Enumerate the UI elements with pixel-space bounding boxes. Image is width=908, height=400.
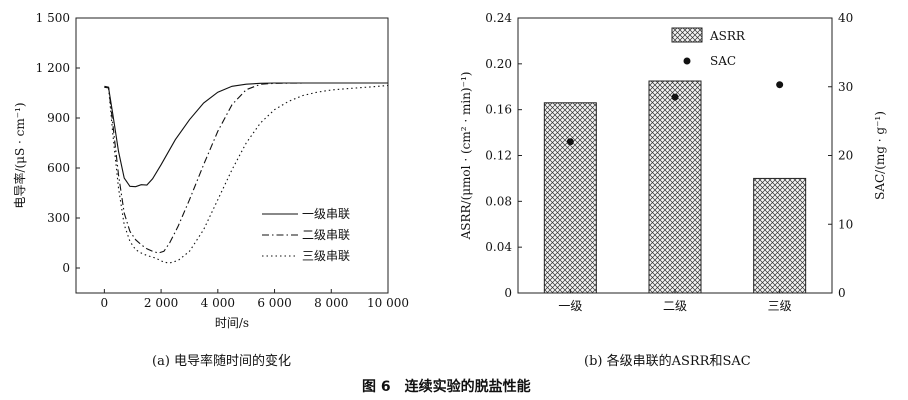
bar-三级	[753, 177, 807, 294]
chart-a: 0 2 000 4 000 6 000 8 000 10 000 0 300 600 900 1 2…	[12, 11, 409, 330]
y-tick-label: 0	[62, 261, 70, 275]
y2-tick-label: 0	[838, 286, 846, 300]
x-tick-label: 6 000	[257, 296, 291, 310]
x-tick-label: 三级	[768, 299, 792, 313]
bar-二级	[648, 80, 702, 294]
x-tick-label: 2 000	[144, 296, 178, 310]
caption-b: (b) 各级串联的ASRR和SAC	[584, 354, 751, 369]
bar-一级	[543, 102, 597, 294]
legend-swatch-point	[683, 57, 691, 65]
x-tick-label: 0	[101, 296, 109, 310]
y-tick-label: 900	[47, 111, 70, 125]
sac-point-一级	[566, 138, 574, 146]
y-axis-label: ASRR/(μmol · (cm² · min)⁻¹)	[459, 72, 473, 241]
x-tick-label: 一级	[558, 299, 582, 313]
y-tick-label: 300	[47, 211, 70, 225]
y-tick-label: 0	[504, 286, 512, 300]
plot-frame	[75, 17, 389, 294]
y-tick-label: 1 200	[36, 61, 70, 75]
series-line-2	[104, 82, 388, 254]
sac-point-三级	[776, 81, 784, 89]
y-tick-label: 0.20	[485, 57, 512, 71]
legend-label: ASRR	[709, 29, 746, 43]
legend-label: 二级串联	[302, 228, 350, 242]
y2-tick-label: 10	[838, 217, 853, 231]
legend-label: SAC	[710, 54, 736, 68]
x-tick-label: 4 000	[201, 296, 235, 310]
x-tick-label: 8 000	[314, 296, 348, 310]
x-tick-label: 10 000	[367, 296, 409, 310]
y-tick-label: 0.16	[485, 103, 512, 117]
y-axis-label: 电导率/(μS · cm⁻¹)	[12, 102, 27, 208]
y-tick-label: 0.08	[485, 194, 512, 208]
series-line-1	[104, 82, 388, 188]
x-axis-label: 时间/s	[215, 316, 249, 330]
y-tick-label: 0.24	[485, 11, 512, 25]
y-tick-label: 1 500	[36, 11, 70, 25]
caption-a: (a) 电导率随时间的变化	[152, 354, 292, 369]
sac-point-二级	[671, 93, 679, 101]
y2-axis-label: SAC/(mg · g⁻¹)	[873, 111, 887, 200]
y2-tick-label: 30	[838, 80, 853, 94]
legend-label: 一级串联	[302, 207, 350, 221]
y2-tick-label: 40	[838, 11, 853, 25]
figure-caption: 图 6 连续实验的脱盐性能	[362, 379, 531, 395]
chart-b: 0 0.04 0.08 0.12 0.16 0.20 0.24 0 10 20 30 40 一级 二级 三级…	[459, 11, 887, 313]
legend-swatch-bar	[671, 27, 703, 43]
y2-tick-label: 20	[838, 149, 853, 163]
y-tick-label: 600	[47, 161, 70, 175]
x-tick-label: 二级	[663, 299, 687, 313]
legend-label: 三级串联	[302, 249, 350, 263]
y-tick-label: 0.04	[485, 240, 512, 254]
y-tick-label: 0.12	[485, 149, 512, 163]
